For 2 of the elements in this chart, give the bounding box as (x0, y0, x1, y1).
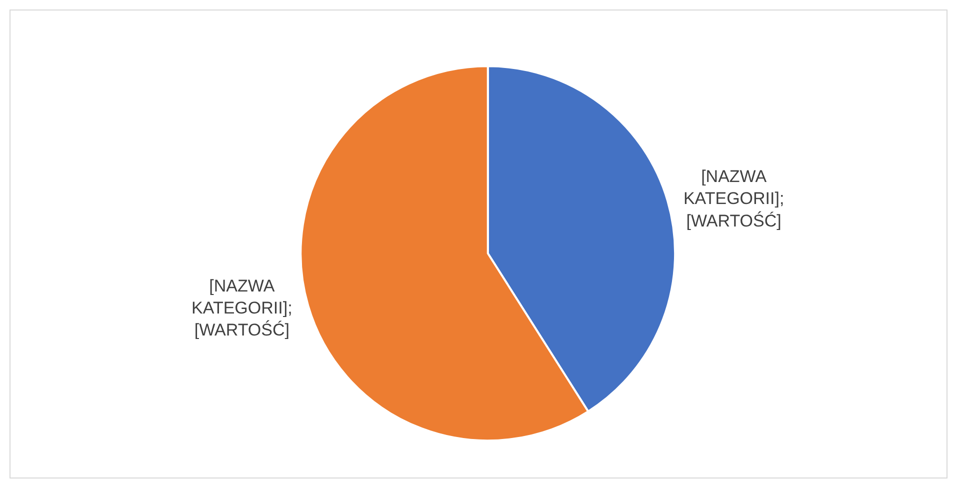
data-label: [NAZWA KATEGORII]; [WARTOŚĆ] (192, 276, 292, 340)
data-label: [NAZWA KATEGORII]; [WARTOŚĆ] (683, 167, 784, 230)
